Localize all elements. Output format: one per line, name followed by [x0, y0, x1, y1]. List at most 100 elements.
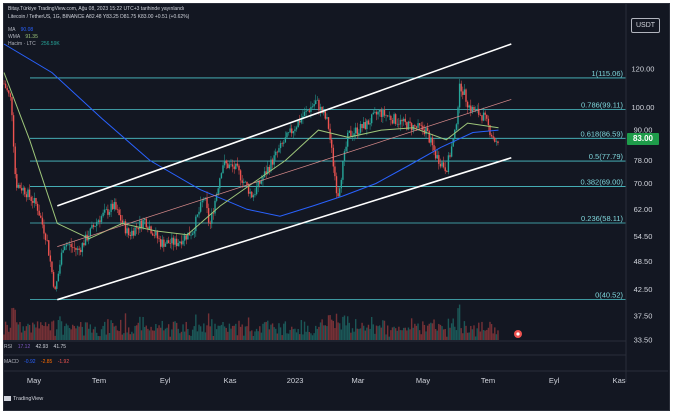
volume-bar: [40, 322, 42, 340]
candle-body: [380, 109, 382, 117]
volume-bar: [369, 328, 371, 340]
price-tick-label: 62.00: [634, 205, 653, 214]
candle-body: [247, 185, 250, 194]
price-tick-label: 90.00: [634, 126, 653, 135]
trend-line[interactable]: [57, 99, 512, 247]
volume-bar: [105, 334, 108, 340]
volume-bar: [423, 324, 426, 340]
volume-bar: [267, 320, 269, 340]
volume-bar: [228, 323, 231, 340]
volume-bar: [209, 326, 211, 340]
candle-body: [362, 122, 365, 129]
legend-wma[interactable]: WMA 91.35: [8, 34, 38, 40]
tradingview-logo[interactable]: TradingView: [4, 396, 43, 402]
volume-bar: [412, 327, 414, 340]
volume-bar: [276, 333, 279, 340]
candle-body: [151, 233, 154, 236]
candle-body: [476, 108, 478, 110]
price-tick-label: 70.00: [634, 179, 653, 188]
volume-bar: [450, 323, 453, 340]
volume-bar: [380, 327, 382, 340]
volume-bar: [251, 330, 253, 340]
candle-body: [100, 216, 103, 222]
volume-bar: [425, 331, 427, 340]
volume-bar: [14, 309, 16, 340]
time-tick-label: Tem: [481, 376, 495, 385]
candle-body: [356, 127, 358, 135]
candle-body: [38, 210, 40, 216]
volume-bar: [398, 326, 400, 340]
volume-bar: [12, 307, 15, 340]
candle-body: [44, 233, 47, 241]
candle-body: [233, 166, 235, 170]
volume-bar: [8, 331, 10, 340]
candle-body: [169, 243, 171, 244]
volume-bar: [4, 321, 7, 340]
channel-line[interactable]: [57, 43, 512, 207]
volume-bar: [30, 332, 32, 340]
candle-body: [455, 124, 458, 130]
volume-bar: [166, 327, 168, 340]
volume-bar: [347, 316, 349, 340]
candle-body: [124, 221, 127, 234]
channel-line[interactable]: [57, 157, 512, 301]
candle-body: [212, 212, 215, 214]
macd-value-2: -2.85: [40, 359, 53, 365]
candle-body: [115, 202, 117, 210]
candle-body: [375, 111, 378, 115]
volume-bar: [295, 332, 298, 340]
volume-bar: [243, 335, 245, 340]
candle-body: [289, 128, 291, 133]
volume-bar: [227, 331, 229, 340]
volume-bar: [318, 326, 320, 340]
candle-body: [450, 146, 453, 157]
candle-body: [465, 89, 467, 102]
time-tick-label: Eyl: [160, 376, 171, 385]
candle-body: [377, 111, 379, 115]
candle-body: [337, 193, 339, 197]
legend-volume[interactable]: Hacim · LTC 256.59K: [8, 41, 60, 47]
candle-body: [201, 200, 203, 203]
volume-bar: [441, 326, 443, 340]
candle-body: [238, 165, 240, 171]
volume-bar: [300, 320, 303, 340]
candle-body: [386, 115, 389, 117]
volume-bar: [444, 328, 446, 340]
macd-label: MACD: [4, 359, 19, 365]
candle-body: [391, 120, 394, 124]
candle-body: [105, 209, 108, 210]
candle-body: [81, 243, 84, 253]
candle-body: [59, 264, 61, 274]
candle-body: [394, 114, 397, 124]
volume-bar: [270, 324, 272, 340]
candle-body: [171, 237, 173, 244]
candle-body: [462, 91, 464, 95]
candle-body: [60, 252, 63, 265]
candle-body: [78, 248, 80, 250]
volume-bar: [495, 334, 498, 340]
volume-bar: [148, 330, 151, 340]
tradingview-logo-text: TradingView: [13, 396, 44, 402]
candle-body: [164, 243, 167, 247]
volume-bar: [481, 321, 483, 340]
volume-bar: [80, 322, 82, 340]
volume-bar: [305, 331, 307, 340]
candle-body: [215, 194, 218, 201]
candle-body: [166, 240, 168, 244]
volume-bar: [410, 318, 413, 340]
volume-bar: [339, 323, 341, 340]
currency-button[interactable]: USDT: [631, 18, 660, 33]
volume-bar: [447, 318, 450, 340]
volume-bar: [354, 319, 357, 340]
legend-ma[interactable]: MA 90.08: [8, 27, 33, 33]
candle-body: [257, 180, 259, 187]
candle-body: [329, 128, 331, 140]
candle-body: [9, 93, 12, 98]
candle-body: [123, 221, 125, 223]
candle-body: [220, 173, 223, 179]
volume-bar: [100, 329, 103, 340]
candle-body: [214, 200, 216, 214]
fib-level-label: 0(40.52): [595, 291, 623, 300]
volume-bar: [217, 325, 219, 340]
